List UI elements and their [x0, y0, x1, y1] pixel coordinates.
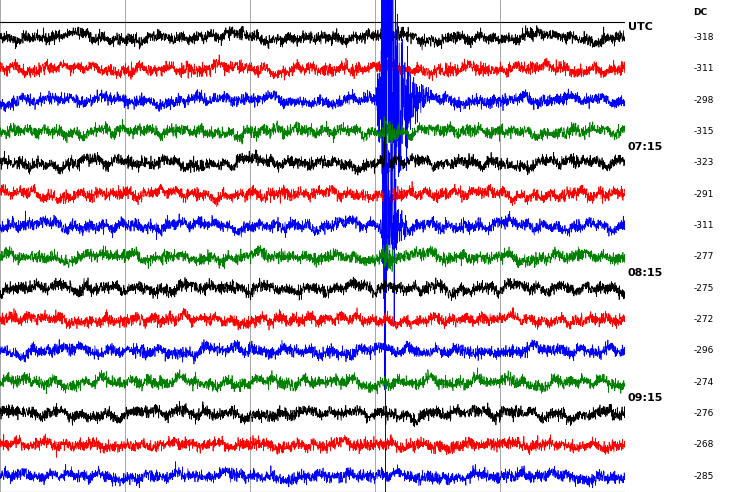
Text: 09:15: 09:15 [628, 393, 664, 403]
Text: -311: -311 [694, 64, 714, 73]
Text: -291: -291 [694, 190, 714, 199]
Text: -315: -315 [694, 127, 714, 136]
Text: -276: -276 [694, 409, 714, 418]
Text: -311: -311 [694, 221, 714, 230]
Text: -296: -296 [694, 346, 714, 356]
Text: 07:15: 07:15 [628, 142, 663, 153]
Text: -277: -277 [694, 252, 714, 261]
Text: -268: -268 [694, 440, 714, 450]
Text: -275: -275 [694, 284, 714, 293]
Text: 08:15: 08:15 [628, 268, 663, 277]
Text: -323: -323 [694, 158, 714, 167]
Text: UTC: UTC [628, 22, 653, 32]
Text: -298: -298 [694, 96, 714, 105]
Text: -285: -285 [694, 472, 714, 481]
Text: DC: DC [694, 8, 708, 17]
Text: -318: -318 [694, 33, 714, 42]
Text: -274: -274 [694, 378, 714, 387]
Text: -272: -272 [694, 315, 714, 324]
